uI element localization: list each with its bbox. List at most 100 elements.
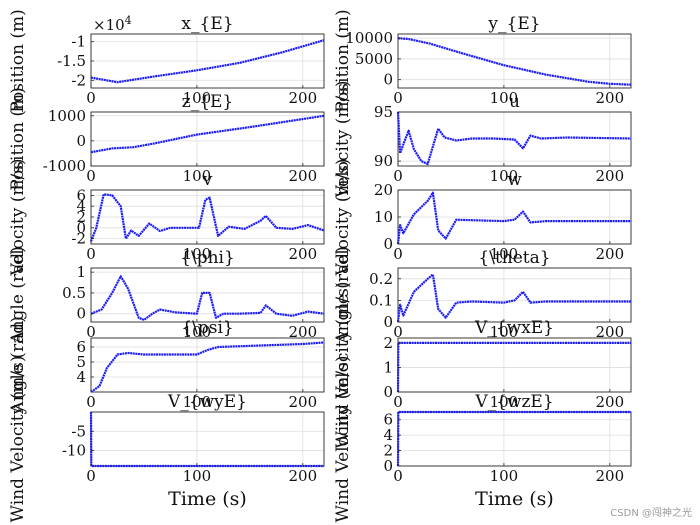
x-tick-label: 100 bbox=[183, 467, 212, 485]
axes-box bbox=[90, 111, 325, 167]
y-tick-label: 6 bbox=[76, 186, 86, 204]
subplot-11: 0 100 200 -5 -10 V_{wyE} Wind Velocity (m/s) Ti… bbox=[8, 356, 325, 522]
axes-box bbox=[397, 33, 632, 89]
x-tick-label: 0 bbox=[393, 467, 403, 485]
subplot-9: 0 100 200 654 {\psi} Angle (rad) bbox=[8, 316, 325, 415]
x-tick-label: 100 bbox=[490, 323, 519, 341]
subplot-title: w bbox=[507, 170, 522, 190]
x-tick-label: 200 bbox=[595, 167, 624, 185]
x-tick-label: 100 bbox=[490, 467, 519, 485]
series-line bbox=[396, 191, 631, 245]
y-tick-label: 1000 bbox=[48, 107, 86, 125]
y-tick-label: 90 bbox=[374, 152, 393, 170]
x-tick-label: 0 bbox=[86, 467, 96, 485]
x-tick-label: 200 bbox=[595, 393, 624, 411]
y-tick-label: 2 bbox=[76, 208, 86, 226]
x-tick-label: 0 bbox=[86, 89, 96, 107]
y-tick-label: 4 bbox=[76, 368, 86, 386]
x-tick-label: 0 bbox=[86, 167, 96, 185]
axis-exponent: ×104 bbox=[93, 14, 132, 34]
subplot-title: z_{E} bbox=[182, 92, 234, 112]
x-axis-label: Time (s) bbox=[475, 488, 554, 510]
x-tick-label: 200 bbox=[288, 167, 317, 185]
x-tick-label: 0 bbox=[393, 245, 403, 263]
y-axis-label: Wind Velocity (m/s) bbox=[333, 356, 353, 523]
x-tick-label: 0 bbox=[86, 393, 96, 411]
subplot-7: 0 100 200 1 0.5 0 {\phi} Angle (rad) bbox=[8, 246, 325, 345]
y-tick-label: -2 bbox=[71, 71, 86, 89]
y-tick-label: 0 bbox=[76, 219, 86, 237]
x-tick-label: 0 bbox=[393, 393, 403, 411]
y-tick-label: 4 bbox=[76, 197, 86, 215]
series-line bbox=[90, 39, 325, 84]
y-tick-label: 2 bbox=[383, 442, 393, 460]
y-axis-label: Velocity (m/s) bbox=[333, 80, 353, 198]
series-line bbox=[89, 193, 325, 242]
x-tick-label: 200 bbox=[288, 323, 317, 341]
x-tick-label: 100 bbox=[183, 393, 212, 411]
x-tick-label: 0 bbox=[86, 245, 96, 263]
x-tick-label: 100 bbox=[183, 245, 212, 263]
y-axis-label: Angle (rad) bbox=[333, 246, 353, 344]
y-tick-label: 0 bbox=[383, 235, 393, 253]
x-tick-label: 100 bbox=[183, 89, 212, 107]
y-tick-label: 10000 bbox=[345, 29, 393, 47]
x-tick-label: 200 bbox=[288, 245, 317, 263]
x-tick-label: 100 bbox=[490, 245, 519, 263]
axis-exponent-power: 4 bbox=[125, 14, 132, 27]
y-tick-label: -10 bbox=[62, 442, 86, 460]
subplot-title: {\phi} bbox=[180, 248, 235, 268]
x-tick-label: 0 bbox=[393, 323, 403, 341]
y-tick-label: 2 bbox=[383, 334, 393, 352]
x-tick-label: 200 bbox=[595, 245, 624, 263]
series-line bbox=[396, 410, 631, 467]
x-tick-label: 0 bbox=[393, 167, 403, 185]
subplot-grid: 0 100 200-1-1.5-2×104 x_{E}Position (m) 0 100… bbox=[8, 9, 632, 523]
y-tick-label: -1.5 bbox=[57, 52, 86, 70]
x-tick-label: 100 bbox=[490, 393, 519, 411]
axes-box bbox=[90, 267, 325, 323]
y-tick-label: 0 bbox=[383, 313, 393, 331]
subplot-title: v bbox=[202, 170, 213, 190]
y-tick-label: 5000 bbox=[355, 50, 393, 68]
subplot-title: V_{wzE} bbox=[474, 392, 553, 412]
x-tick-label: 0 bbox=[86, 323, 96, 341]
y-axis-label: Position (m) bbox=[8, 9, 28, 112]
subplot-title: {\theta} bbox=[478, 248, 550, 268]
y-tick-label: 6 bbox=[383, 411, 393, 429]
y-tick-label: 6 bbox=[76, 338, 86, 356]
axes-box bbox=[397, 337, 632, 393]
y-tick-label: 4 bbox=[383, 426, 393, 444]
y-tick-label: -5 bbox=[71, 422, 86, 440]
y-tick-label: 1 bbox=[383, 358, 393, 376]
y-tick-label: 0 bbox=[383, 383, 393, 401]
x-tick-label: 200 bbox=[288, 467, 317, 485]
x-tick-label: 200 bbox=[595, 467, 624, 485]
y-tick-label: 10 bbox=[374, 208, 393, 226]
series-line bbox=[89, 411, 324, 468]
x-tick-label: 200 bbox=[595, 323, 624, 341]
axes-box bbox=[90, 411, 325, 467]
series-line bbox=[396, 111, 632, 166]
subplot-title: {\psi} bbox=[181, 318, 233, 338]
subplot-2: 0 100 200 10000 5000 0 y_{E} Position (m) bbox=[333, 9, 632, 113]
subplot-title: V_{wxE} bbox=[474, 318, 554, 338]
y-axis-label: Wind Velocity (m/s) bbox=[333, 282, 353, 449]
y-axis-label: Position (m) bbox=[333, 9, 353, 112]
y-tick-label: 0 bbox=[76, 132, 86, 150]
subplot-title: y_{E} bbox=[487, 14, 540, 34]
series-line bbox=[396, 341, 631, 393]
y-tick-label: -2 bbox=[71, 230, 86, 248]
x-tick-label: 200 bbox=[288, 89, 317, 107]
y-tick-label: 0 bbox=[383, 71, 393, 89]
y-axis-label: Angle (rad) bbox=[8, 246, 28, 344]
series-line bbox=[90, 341, 325, 393]
x-tick-label: 0 bbox=[393, 89, 403, 107]
x-tick-label: 200 bbox=[595, 89, 624, 107]
y-axis-label: Position (m) bbox=[8, 87, 28, 190]
y-tick-label: -1 bbox=[71, 33, 86, 51]
